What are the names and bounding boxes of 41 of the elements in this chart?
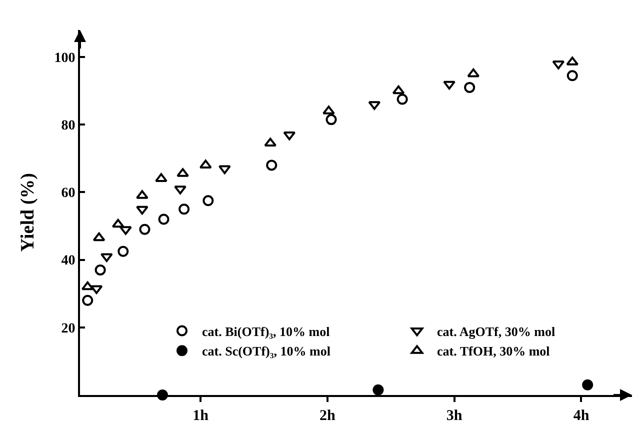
point xyxy=(322,106,335,114)
legend-label: cat. Sc(OTf)₃, 10% mol xyxy=(202,344,331,359)
point xyxy=(467,68,480,78)
y-axis-title: Yield (%) xyxy=(18,173,39,252)
point xyxy=(139,224,150,235)
y-tick-label: 20 xyxy=(61,321,76,336)
point xyxy=(464,82,476,93)
point xyxy=(372,384,384,396)
point xyxy=(94,264,106,276)
point xyxy=(218,165,231,174)
point xyxy=(392,85,405,94)
x-tick-label: 1h xyxy=(192,408,210,424)
point xyxy=(155,173,168,182)
point xyxy=(112,218,124,228)
point xyxy=(202,195,214,206)
y-tick-label: 100 xyxy=(54,50,76,66)
y-tick-label: 60 xyxy=(61,186,76,202)
point xyxy=(118,246,129,257)
point xyxy=(178,204,190,215)
point xyxy=(326,114,337,126)
point xyxy=(158,214,170,225)
point xyxy=(81,281,94,290)
point xyxy=(566,70,578,82)
point xyxy=(82,294,94,306)
legend-label: cat. Bi(OTf)₃, 10% mol xyxy=(202,324,330,339)
point xyxy=(443,80,456,90)
point xyxy=(266,160,278,171)
point xyxy=(396,94,408,105)
legend-label: cat. TfOH, 30% mol xyxy=(437,344,550,359)
y-tick-label: 80 xyxy=(61,118,76,134)
legend-label: cat. AgOTf, 30% mol xyxy=(437,324,556,339)
y-tick-label: 40 xyxy=(61,254,76,269)
point xyxy=(176,168,189,177)
point xyxy=(92,232,106,242)
point xyxy=(136,206,148,215)
point xyxy=(174,186,186,194)
x-tick-label: 4h xyxy=(573,408,590,424)
x-tick-label: 3h xyxy=(446,408,463,424)
point xyxy=(90,285,103,294)
point xyxy=(582,379,594,390)
x-tick-label: 2h xyxy=(320,408,336,424)
